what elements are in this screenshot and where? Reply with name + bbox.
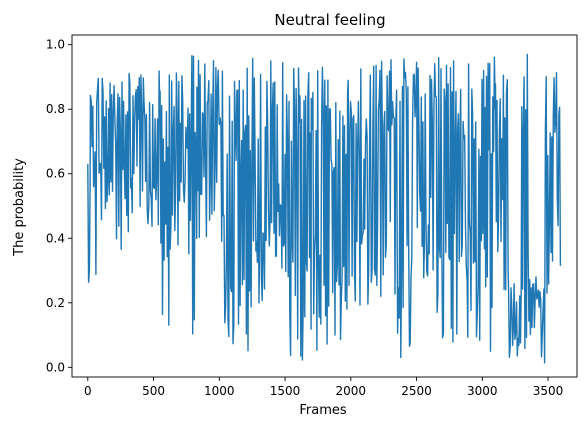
y-tick-label: 1.0 (46, 38, 65, 52)
x-tick-label: 2500 (401, 384, 432, 398)
y-tick-label: 0.0 (46, 360, 65, 374)
x-axis-label: Frames (299, 403, 347, 418)
x-axis-ticks: 0 500 1000 1500 2000 2500 3000 3500 (84, 377, 563, 398)
series-layer (87, 53, 562, 364)
chart-title: Neutral feeling (274, 11, 385, 29)
plot-frame (71, 34, 578, 378)
y-tick-label: 0.8 (46, 102, 65, 116)
y-tick-label: 0.6 (46, 167, 65, 181)
x-tick-label: 0 (84, 384, 92, 398)
x-tick-label: 2000 (336, 384, 367, 398)
x-tick-label: 1500 (270, 384, 301, 398)
y-tick-label: 0.2 (46, 296, 65, 310)
y-axis-ticks: 0.0 0.2 0.4 0.6 0.8 1.0 (46, 38, 72, 374)
x-tick-label: 3500 (533, 384, 564, 398)
y-axis-label: The probability (12, 158, 27, 257)
series-line (87, 53, 562, 364)
x-tick-label: 1000 (204, 384, 235, 398)
y-tick-label: 0.4 (46, 231, 65, 245)
x-tick-label: 500 (142, 384, 165, 398)
x-tick-label: 3000 (467, 384, 498, 398)
